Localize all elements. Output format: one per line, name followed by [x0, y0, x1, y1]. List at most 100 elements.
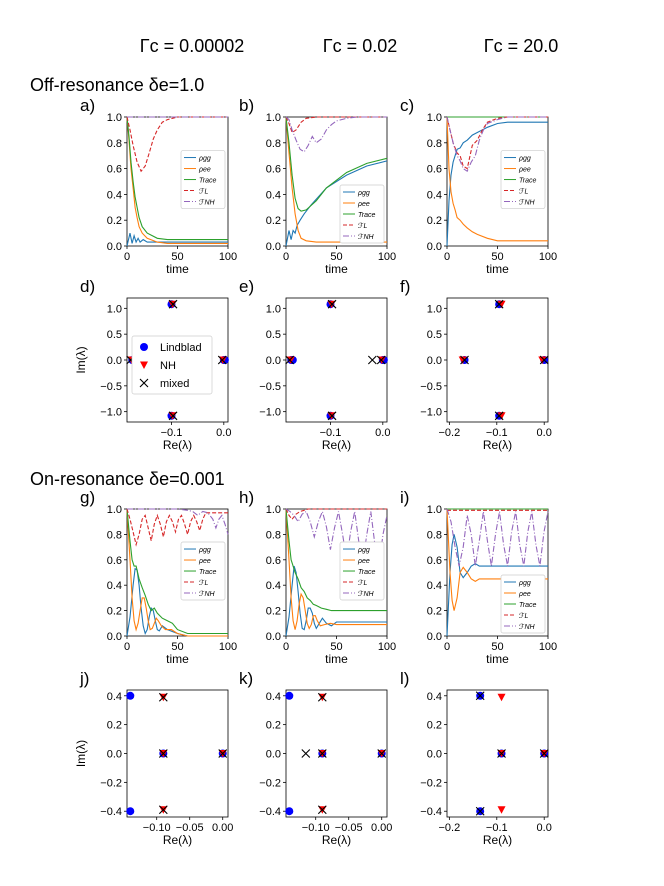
x-axis-label: time — [325, 652, 348, 666]
x-tick-label: 100 — [219, 251, 237, 263]
y-tick-label: 0.2 — [266, 720, 281, 732]
panel-label: b) — [239, 96, 254, 115]
panel-i: i) 0 50 100 0.0 0.2 0.4 0.6 0.8 1.0 time ρgg ρee Trac… — [400, 488, 557, 666]
y-axis-label: Im(λ) — [74, 740, 88, 767]
legend-label-fidelity-nh: ℱNH — [358, 233, 375, 241]
series-rho-ee — [126, 116, 228, 244]
series-rho-ee — [126, 508, 228, 637]
x-axis-label: Re(λ) — [163, 438, 192, 452]
x-tick-label: 0.00 — [212, 822, 233, 834]
y-tick-label: 0.8 — [107, 138, 122, 150]
y-tick-label: 0.4 — [266, 189, 281, 201]
legend-box — [500, 574, 546, 634]
point-mixed — [376, 355, 386, 365]
series-fidelity-nh — [446, 116, 548, 173]
x-axis-label: time — [325, 262, 348, 276]
y-tick-label: 0.0 — [266, 241, 281, 253]
y-tick-label: 0.2 — [107, 215, 122, 227]
column-header-1: Γc = 0.00002 — [140, 36, 245, 56]
series-trace — [126, 116, 228, 241]
y-tick-label: 0.5 — [107, 329, 122, 341]
point-mixed — [497, 749, 506, 758]
x-axis-label: Re(λ) — [483, 833, 512, 847]
x-tick-label: 50 — [330, 641, 342, 653]
point-mixed — [158, 749, 168, 758]
y-tick-label: 0.5 — [427, 329, 442, 341]
panel-k: k) −0.10 −0.05 0.00 −0.4 −0.2 0.0 0.2 0.4 Re(λ) — [239, 669, 392, 847]
x-tick-label: −0.2 — [439, 427, 461, 439]
point-nh — [538, 356, 547, 364]
panel-label: h) — [239, 488, 254, 507]
legend: ρgg ρee Trace ℱL ℱNH — [500, 574, 546, 634]
point-mixed — [460, 355, 469, 365]
legend: ρgg ρee Trace ℱL ℱNH — [500, 150, 546, 209]
legend-label-trace: Trace — [199, 178, 216, 185]
legend-label-fidelity-l: ℱL — [199, 188, 209, 196]
series-rho-ee — [446, 508, 548, 611]
y-tick-label: 0.8 — [427, 529, 442, 541]
series-rho-ee — [446, 116, 548, 242]
x-tick-label: 50 — [491, 641, 503, 653]
column-header-3: Γc = 20.0 — [484, 36, 558, 56]
y-tick-label: 0.4 — [266, 580, 281, 592]
point-mixed — [327, 411, 337, 421]
y-tick-label: 0.4 — [107, 691, 122, 703]
point-lindblad — [140, 343, 148, 351]
panel-a: a) 0 50 100 0.0 0.2 0.4 0.6 0.8 1.0 time ρgg ρee Trac… — [80, 96, 237, 276]
point-mixed — [218, 749, 228, 758]
panel-label: j) — [79, 669, 89, 688]
legend: ρgg ρee Trace ℱL ℱNH — [180, 541, 226, 601]
series-rho-ee — [285, 116, 387, 243]
y-tick-label: 1.0 — [107, 112, 122, 124]
x-axis-label: time — [486, 652, 509, 666]
y-tick-label: 0.6 — [107, 555, 122, 567]
legend: ρgg ρee Trace ℱL ℱNH — [180, 150, 226, 209]
legend-label-trace: Trace — [199, 569, 216, 576]
series-trace — [285, 116, 388, 212]
legend: Lindblad NH mixed — [131, 335, 213, 395]
y-tick-label: −0.4 — [420, 806, 442, 818]
series-fidelity-l — [285, 508, 387, 521]
legend: ρgg ρee Trace ℱL ℱNH — [339, 541, 385, 601]
point-mixed — [475, 806, 485, 816]
series-rho-gg — [446, 534, 548, 637]
point-mixed — [367, 355, 377, 365]
x-axis-label: Re(λ) — [163, 833, 192, 847]
point-mixed — [494, 299, 504, 309]
legend-label-rho-ee: ρee — [357, 558, 370, 565]
y-tick-label: 1.0 — [427, 303, 442, 315]
y-tick-label: 0.0 — [427, 241, 442, 253]
x-tick-label: 0.00 — [371, 822, 392, 834]
plot-frame — [446, 689, 549, 818]
y-tick-label: 0.6 — [107, 164, 122, 176]
y-tick-label: 0.4 — [107, 189, 122, 201]
x-tick-label: −0.05 — [176, 822, 204, 834]
x-axis-label: time — [486, 262, 509, 276]
y-tick-label: 0.0 — [107, 749, 122, 761]
x-tick-label: 0.0 — [216, 427, 231, 439]
point-mixed — [539, 355, 549, 365]
x-axis-label: Re(λ) — [322, 438, 351, 452]
section-title-on-resonance: On-resonance δe=0.001 — [30, 469, 225, 489]
panel-label: g) — [80, 488, 95, 507]
y-tick-label: 0.6 — [427, 164, 442, 176]
y-tick-label: −0.5 — [259, 381, 281, 393]
point-lindblad — [285, 691, 294, 700]
legend-label-rho-gg: ρgg — [198, 156, 211, 163]
series-rho-gg — [126, 232, 228, 247]
x-tick-label: 50 — [171, 251, 183, 263]
point-mixed — [475, 691, 485, 701]
y-tick-label: 0.2 — [427, 606, 442, 618]
y-tick-label: −0.2 — [100, 777, 122, 789]
point-nh — [497, 412, 506, 420]
y-tick-label: 0.0 — [266, 355, 281, 367]
legend-label-rho-ee: ρee — [198, 167, 211, 174]
y-tick-label: 1.0 — [427, 112, 442, 124]
y-tick-label: 0.0 — [427, 749, 442, 761]
point-mixed — [168, 299, 178, 309]
legend-label-fidelity-l: ℱL — [199, 579, 209, 587]
legend-label-fidelity-l: ℱL — [358, 579, 368, 587]
legend-label-rho-ee: ρee — [518, 167, 531, 174]
panel-f: f) −0.2 −0.1 0.0 −1.0 −0.5 0.0 0.5 1.0 Re(λ) — [400, 277, 552, 452]
